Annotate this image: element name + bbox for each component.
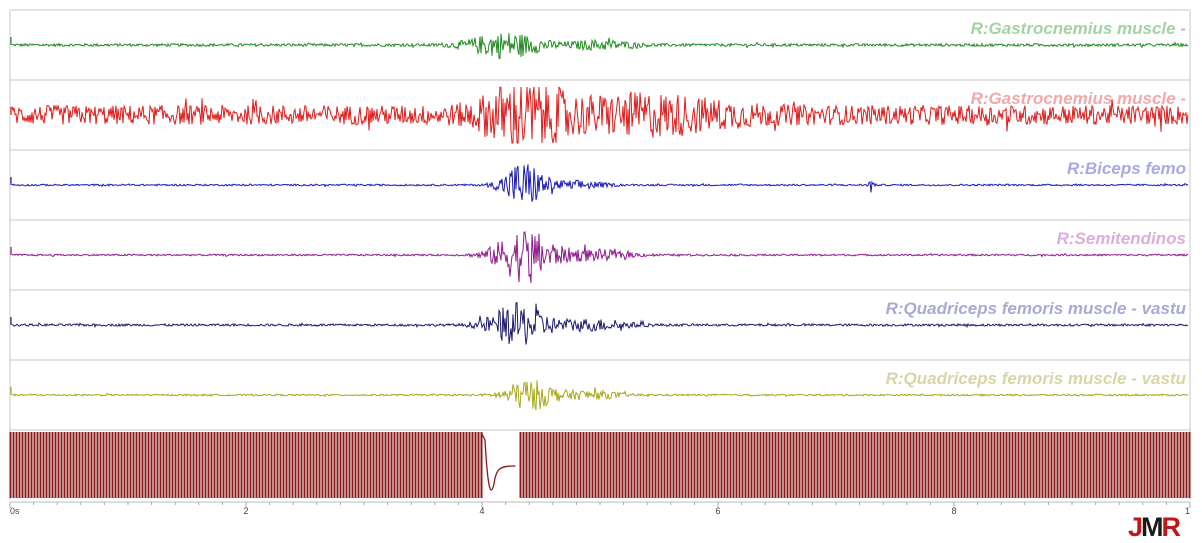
logo-letter-r: R [1161,512,1181,542]
stimulus-channel [9,432,1191,498]
emg-trace-4 [11,231,1189,284]
emg-traces [10,33,1189,411]
emg-trace-5 [11,302,1188,345]
x-tick-label: 8 [951,506,956,516]
channel-label-2: R:Gastrocnemius muscle - [971,89,1187,108]
jmr-logo: JMR [1128,512,1181,542]
time-axis: 0s 2 4 6 8 1 [9,501,1191,516]
x-tick-label: 1 [1185,506,1190,516]
emg-trace-2 [11,86,1189,144]
x-tick-label: 6 [715,506,720,516]
logo-letter-j: J [1128,512,1143,542]
channel-label-3: R:Biceps femo [1067,159,1186,178]
channel-label-5: R:Quadriceps femoris muscle - vastu [886,299,1187,318]
emg-trace-6 [11,380,1189,411]
emg-trace-1 [12,33,1189,60]
x-tick-label: 0s [10,506,20,516]
x-tick-label: 2 [243,506,248,516]
channel-label-4: R:Semitendinos [1057,229,1186,248]
stimulus-background [10,432,1190,498]
channel-lanes [9,9,1191,500]
channel-labels: R:Gastrocnemius muscle - R:Gastrocnemius … [886,19,1187,388]
emg-trace-3 [11,164,1189,202]
logo-letter-m: M [1141,512,1163,542]
stimulus-artifact [481,433,516,491]
channel-label-6: R:Quadriceps femoris muscle - vastu [886,369,1187,388]
stimulus-pulses [9,432,1191,498]
channel-label-1: R:Gastrocnemius muscle - [971,19,1187,38]
x-tick-label: 4 [479,506,484,516]
